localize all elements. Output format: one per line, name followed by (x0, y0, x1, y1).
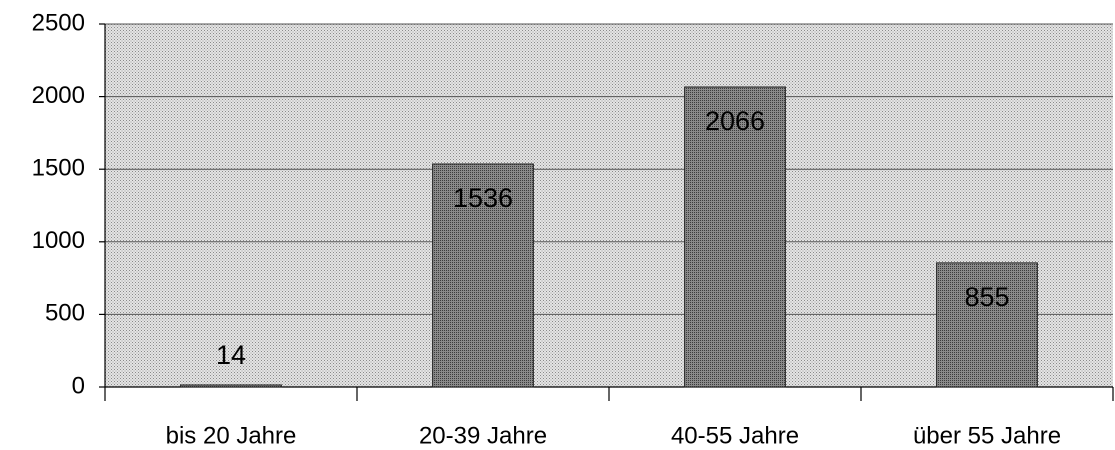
y-tick-label: 1500 (32, 155, 85, 182)
data-label: 2066 (705, 106, 765, 136)
data-label: 1536 (453, 183, 513, 213)
y-tick-label: 2000 (32, 82, 85, 109)
y-tick-label: 2500 (32, 9, 85, 36)
y-tick-label: 500 (45, 300, 85, 327)
x-tick-label: über 55 Jahre (913, 422, 1061, 449)
x-tick-label: 40-55 Jahre (671, 422, 799, 449)
x-tick-label: 20-39 Jahre (419, 422, 547, 449)
bar (684, 86, 786, 388)
data-label: 14 (216, 340, 246, 370)
bar (180, 384, 282, 388)
y-tick-label: 1000 (32, 227, 85, 254)
bar (936, 262, 1038, 388)
y-tick-label: 0 (72, 372, 85, 399)
x-tick-label: bis 20 Jahre (166, 422, 297, 449)
bar (432, 163, 534, 388)
data-label: 855 (964, 282, 1009, 312)
